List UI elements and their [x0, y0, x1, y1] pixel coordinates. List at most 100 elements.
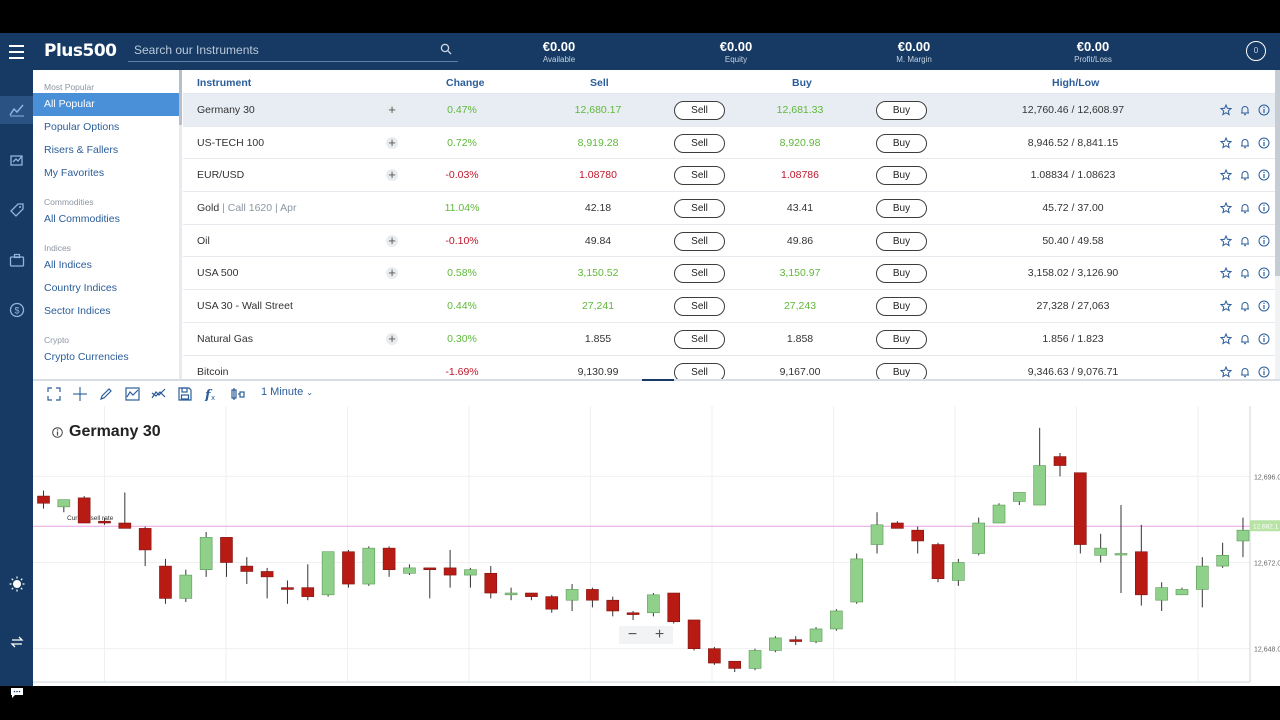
buy-button[interactable]: Buy: [876, 231, 927, 251]
menu-scrollbar[interactable]: [179, 70, 182, 379]
instrument-name[interactable]: Oil: [197, 225, 210, 257]
star-icon[interactable]: [1220, 234, 1232, 247]
buy-button[interactable]: Buy: [876, 297, 927, 317]
indicators-icon[interactable]: [150, 386, 166, 402]
crosshair-icon[interactable]: [72, 386, 88, 402]
zoom-out-button[interactable]: −: [619, 626, 646, 644]
draw-pencil-icon[interactable]: [98, 386, 114, 402]
star-icon[interactable]: [1220, 136, 1232, 149]
menu-item-crypto-currencies[interactable]: Crypto Currencies: [44, 351, 129, 363]
info-icon[interactable]: [1258, 104, 1270, 116]
sell-button[interactable]: Sell: [674, 329, 725, 349]
bell-icon[interactable]: [1239, 267, 1251, 279]
header-high-low[interactable]: High/Low: [1052, 77, 1100, 89]
info-icon[interactable]: [1258, 300, 1270, 312]
interval-selector[interactable]: 1 Minute ⌄: [261, 386, 313, 398]
user-account-icon[interactable]: 0: [1246, 41, 1266, 61]
instrument-name[interactable]: EUR/USD: [197, 159, 244, 191]
sell-button[interactable]: Sell: [674, 133, 725, 153]
star-icon[interactable]: [1220, 104, 1232, 116]
trade-chart-icon[interactable]: [0, 96, 33, 124]
table-scrollbar[interactable]: [1275, 70, 1280, 379]
buy-button[interactable]: Buy: [876, 199, 927, 219]
compare-icon[interactable]: [230, 386, 246, 402]
sell-button[interactable]: Sell: [674, 362, 725, 379]
add-position-icon[interactable]: +: [386, 103, 398, 116]
buy-button[interactable]: Buy: [876, 264, 927, 284]
menu-item-country-indices[interactable]: Country Indices: [44, 282, 117, 294]
info-icon[interactable]: [1258, 202, 1270, 214]
info-icon[interactable]: [1258, 366, 1270, 378]
add-position-icon[interactable]: +: [386, 266, 398, 280]
buy-button[interactable]: Buy: [876, 101, 927, 120]
bell-icon[interactable]: [1239, 137, 1251, 149]
chat-icon[interactable]: [0, 679, 33, 707]
bell-icon[interactable]: [1239, 104, 1251, 116]
bell-icon[interactable]: [1239, 300, 1251, 312]
buy-button[interactable]: Buy: [876, 362, 927, 379]
bell-icon[interactable]: [1239, 235, 1251, 247]
sell-button[interactable]: Sell: [674, 231, 725, 251]
table-row[interactable]: Bitcoin -1.69% 9,130.99 Sell 9,167.00 Buy 9,34…: [183, 356, 1280, 379]
chart-type-icon[interactable]: [124, 386, 140, 402]
sell-button[interactable]: Sell: [674, 264, 725, 284]
instrument-name[interactable]: USA 30 - Wall Street: [197, 290, 293, 322]
dollar-icon[interactable]: $: [0, 296, 33, 324]
instrument-name[interactable]: USA 500: [197, 257, 238, 289]
table-row[interactable]: Natural Gas +0.30% 1.855 Sell 1.858 Buy 1.856 …: [183, 323, 1280, 356]
menu-item-risers-fallers[interactable]: Risers & Fallers: [44, 144, 119, 156]
info-icon[interactable]: [1258, 267, 1270, 279]
candlestick-chart[interactable]: 08:1208:1808:2408:3008:3608:4208:4808:54…: [33, 406, 1280, 697]
table-row[interactable]: USA 500 +0.58% 3,150.52 Sell 3,150.97 Buy 3,15…: [183, 257, 1280, 291]
bell-icon[interactable]: [1239, 202, 1251, 214]
star-icon[interactable]: [1220, 267, 1232, 280]
price-chart[interactable]: 08:1208:1808:2408:3008:3608:4208:4808:54…: [33, 406, 1280, 697]
info-icon[interactable]: [1258, 235, 1270, 247]
info-icon[interactable]: [1258, 333, 1270, 345]
star-icon[interactable]: [1220, 169, 1232, 182]
info-icon[interactable]: [1258, 137, 1270, 149]
search-input[interactable]: [128, 40, 428, 60]
instrument-name[interactable]: Natural Gas: [197, 323, 253, 355]
bell-icon[interactable]: [1239, 366, 1251, 378]
hamburger-menu-icon[interactable]: [0, 33, 33, 70]
switch-account-icon[interactable]: [0, 628, 33, 656]
search-box[interactable]: [128, 40, 458, 62]
star-icon[interactable]: [1220, 365, 1232, 378]
sell-button[interactable]: Sell: [674, 101, 725, 120]
menu-item-popular-options[interactable]: Popular Options: [44, 121, 120, 133]
menu-item-all-indices[interactable]: All Indices: [44, 259, 92, 271]
search-icon[interactable]: [440, 43, 452, 55]
info-icon[interactable]: [52, 427, 63, 438]
orders-tag-icon[interactable]: [0, 196, 33, 224]
instrument-name[interactable]: Germany 30: [197, 94, 255, 126]
header-buy[interactable]: Buy: [792, 77, 812, 89]
sell-button[interactable]: Sell: [674, 166, 725, 186]
bell-icon[interactable]: [1239, 333, 1251, 345]
menu-item-all-commodities[interactable]: All Commodities: [44, 213, 120, 225]
buy-button[interactable]: Buy: [876, 329, 927, 349]
star-icon[interactable]: [1220, 202, 1232, 214]
sell-button[interactable]: Sell: [674, 297, 725, 317]
funds-briefcase-icon[interactable]: [0, 246, 33, 274]
add-position-icon[interactable]: +: [386, 136, 398, 149]
positions-icon[interactable]: [0, 146, 33, 174]
info-icon[interactable]: [1258, 169, 1270, 181]
header-sell[interactable]: Sell: [590, 77, 609, 89]
add-position-icon[interactable]: +: [386, 234, 398, 247]
instrument-name[interactable]: US-TECH 100: [197, 127, 264, 159]
instrument-name[interactable]: Gold | Call 1620 | Apr: [197, 192, 296, 224]
header-instrument[interactable]: Instrument: [197, 77, 252, 89]
buy-button[interactable]: Buy: [876, 166, 927, 186]
menu-item-all-popular[interactable]: All Popular: [33, 93, 179, 116]
header-change[interactable]: Change: [446, 77, 485, 89]
buy-button[interactable]: Buy: [876, 133, 927, 153]
brightness-icon[interactable]: [0, 570, 33, 598]
save-icon[interactable]: [177, 386, 193, 402]
table-row[interactable]: EUR/USD + -0.03% 1.08780 Sell 1.08786 Buy 1.088…: [183, 159, 1280, 193]
table-row[interactable]: US-TECH 100 +0.72% 8,919.28 Sell 8,920.98 Buy…: [183, 127, 1280, 160]
add-position-icon[interactable]: +: [386, 332, 398, 345]
add-position-icon[interactable]: +: [386, 168, 398, 182]
table-row[interactable]: USA 30 - Wall Street 0.44% 27,241 Sell 27,24…: [183, 290, 1280, 323]
